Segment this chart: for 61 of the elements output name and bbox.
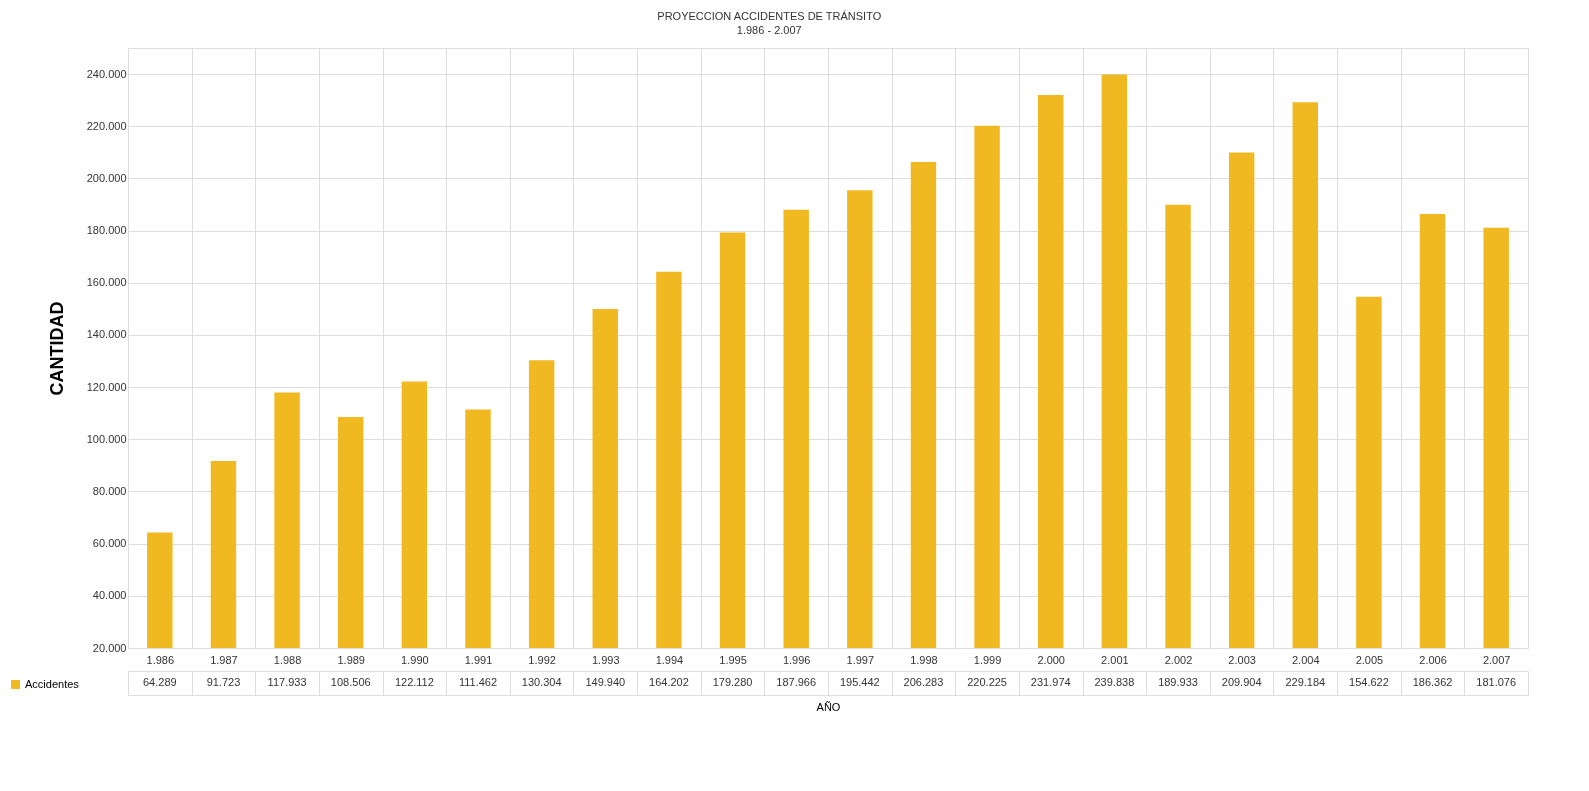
y-tick-label: 120.000 <box>86 380 127 393</box>
data-label: 195.442 <box>839 676 880 688</box>
y-tick-label: 80.000 <box>92 484 127 497</box>
data-label: 189.933 <box>1158 676 1198 688</box>
data-label: 91.723 <box>206 676 241 688</box>
data-label: 231.974 <box>1030 676 1071 688</box>
x-tick-label: 2.006 <box>1419 653 1447 666</box>
y-tick-label: 240.000 <box>86 67 127 80</box>
data-label: 117.933 <box>267 676 307 688</box>
y-tick-label: 220.000 <box>86 119 127 132</box>
x-tick-label: 1.992 <box>528 653 556 666</box>
data-label: 186.362 <box>1412 676 1453 688</box>
x-tick-label: 2.007 <box>1482 653 1511 666</box>
y-tick-label: 40.000 <box>92 589 127 602</box>
data-label: 179.280 <box>712 676 753 688</box>
x-tick-label: 2.001 <box>1101 653 1129 666</box>
x-tick-label: 1.991 <box>464 653 493 666</box>
x-tick-label: 2.002 <box>1164 653 1193 666</box>
data-label: 111.462 <box>458 676 498 688</box>
x-tick-label: 2.005 <box>1355 653 1384 666</box>
chart-subtitle: 1.986 - 2.007 <box>736 23 802 36</box>
y-tick-label: 140.000 <box>86 328 127 341</box>
x-tick-label: 1.990 <box>401 653 429 666</box>
x-tick-label: 1.989 <box>337 653 365 666</box>
data-label: 122.112 <box>394 676 434 688</box>
x-tick-label: 1.988 <box>273 653 302 666</box>
data-label: 239.838 <box>1094 676 1135 688</box>
data-label: 220.225 <box>967 676 1007 688</box>
data-label: 181.076 <box>1476 676 1517 688</box>
data-label: 164.202 <box>649 676 689 688</box>
x-tick-label: 1.987 <box>210 653 238 666</box>
y-tick-label: 180.000 <box>86 224 127 237</box>
data-label: 130.304 <box>521 676 562 688</box>
x-tick-label: 1.995 <box>719 653 747 666</box>
x-tick-label: 1.998 <box>910 653 938 666</box>
y-axis-title: CANTIDAD <box>46 301 67 396</box>
x-tick-label: 2.004 <box>1292 653 1320 666</box>
data-label: 108.506 <box>330 676 371 688</box>
y-tick-label: 200.000 <box>86 171 127 184</box>
data-label: 149.940 <box>585 676 626 688</box>
x-tick-label: 1.996 <box>782 653 811 666</box>
y-tick-label: 60.000 <box>92 537 127 550</box>
y-tick-label: 160.000 <box>86 276 127 289</box>
x-tick-label: 1.993 <box>592 653 620 666</box>
data-label: 206.283 <box>903 676 944 688</box>
data-label: 154.622 <box>1349 676 1389 688</box>
x-tick-label: 1.986 <box>146 653 175 666</box>
x-axis-title: AÑO <box>816 700 841 713</box>
x-tick-label: 1.999 <box>973 653 1002 666</box>
data-label: 229.184 <box>1285 676 1326 688</box>
x-tick-label: 2.000 <box>1037 653 1065 666</box>
x-tick-label: 2.003 <box>1228 653 1256 666</box>
x-tick-label: 1.994 <box>655 653 684 666</box>
legend-label: Accidentes <box>25 677 80 690</box>
y-tick-label: 20.000 <box>92 641 127 654</box>
x-tick-label: 1.997 <box>846 653 875 666</box>
y-tick-label: 100.000 <box>86 432 127 445</box>
data-label: 209.904 <box>1221 676 1262 688</box>
data-label: 187.966 <box>776 676 817 688</box>
data-label: 64.289 <box>142 676 177 688</box>
chart-title: PROYECCION ACCIDENTES DE TRÁNSITO <box>657 9 882 22</box>
